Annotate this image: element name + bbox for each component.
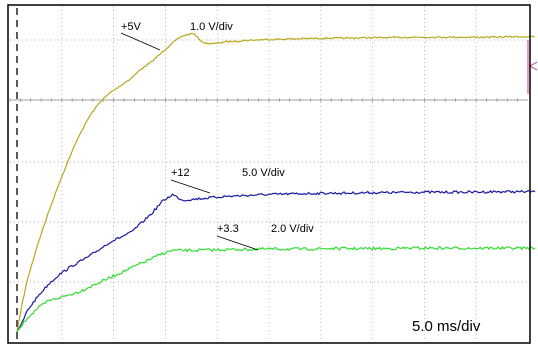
- label-leader-line: [216, 235, 259, 251]
- label-leader-line: [170, 179, 211, 194]
- series-name-label: +5V: [121, 21, 142, 33]
- label-leader-line: [120, 32, 161, 51]
- trace-plus5v: [16, 32, 536, 333]
- series-scale-label: 5.0 V/div: [242, 167, 285, 179]
- series-name-label: +12: [171, 167, 190, 179]
- trace-plus12: [16, 189, 536, 333]
- annotation-layer: +5V 1.0 V/div +12 5.0 V/div +3.3 2.0 V/div: [120, 21, 314, 251]
- series-name-label: +3.3: [217, 223, 239, 235]
- timebase-label: 5.0 ms/div: [412, 318, 481, 335]
- screen-frame: [7, 4, 531, 344]
- graticule-grid: [9, 6, 538, 342]
- trace-layer: [16, 32, 536, 333]
- series-scale-label: 1.0 V/div: [190, 21, 233, 33]
- series-scale-label: 2.0 V/div: [271, 223, 314, 235]
- trace-plus3v3: [16, 245, 536, 333]
